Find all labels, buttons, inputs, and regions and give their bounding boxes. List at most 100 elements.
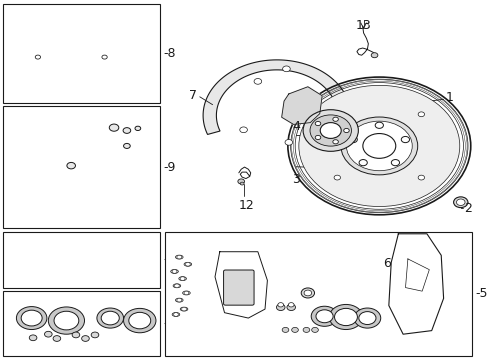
Circle shape — [285, 139, 292, 145]
Circle shape — [358, 312, 375, 324]
Polygon shape — [90, 247, 101, 258]
Text: 3: 3 — [291, 173, 299, 186]
Circle shape — [291, 327, 298, 332]
Polygon shape — [83, 158, 102, 176]
Ellipse shape — [173, 284, 181, 288]
Circle shape — [109, 124, 119, 131]
Circle shape — [301, 288, 314, 298]
Polygon shape — [130, 158, 145, 177]
Circle shape — [334, 309, 357, 325]
Text: 4: 4 — [291, 120, 299, 134]
Ellipse shape — [170, 270, 178, 273]
Text: 7: 7 — [189, 89, 197, 102]
Polygon shape — [92, 50, 114, 64]
Polygon shape — [95, 264, 105, 275]
Circle shape — [173, 313, 178, 316]
Polygon shape — [110, 158, 124, 177]
FancyBboxPatch shape — [223, 270, 254, 305]
Circle shape — [128, 312, 150, 329]
Ellipse shape — [172, 312, 180, 316]
Ellipse shape — [175, 298, 183, 302]
Circle shape — [48, 307, 84, 334]
Circle shape — [346, 121, 411, 171]
Circle shape — [332, 140, 338, 144]
Circle shape — [288, 303, 293, 307]
Circle shape — [348, 136, 357, 143]
Circle shape — [328, 305, 362, 329]
Circle shape — [180, 277, 184, 280]
Polygon shape — [388, 234, 443, 334]
Circle shape — [362, 134, 395, 158]
Circle shape — [304, 290, 311, 296]
Circle shape — [282, 66, 290, 72]
Circle shape — [311, 327, 318, 332]
Polygon shape — [20, 125, 34, 145]
Bar — [3, 107, 160, 228]
Circle shape — [17, 307, 47, 329]
Polygon shape — [109, 243, 120, 254]
Circle shape — [44, 331, 52, 337]
Circle shape — [315, 310, 332, 323]
Circle shape — [35, 55, 41, 59]
Circle shape — [240, 182, 244, 185]
Circle shape — [135, 126, 141, 131]
Circle shape — [401, 136, 408, 143]
Circle shape — [53, 336, 61, 341]
Circle shape — [303, 110, 358, 151]
Text: 13: 13 — [355, 19, 371, 32]
Circle shape — [309, 115, 351, 146]
Circle shape — [315, 121, 320, 126]
Polygon shape — [25, 50, 47, 64]
Polygon shape — [20, 157, 34, 177]
Polygon shape — [31, 243, 42, 253]
Polygon shape — [76, 261, 86, 271]
Circle shape — [123, 128, 130, 134]
Circle shape — [237, 179, 244, 184]
Circle shape — [353, 308, 380, 328]
Circle shape — [453, 197, 467, 208]
Circle shape — [67, 162, 75, 169]
Polygon shape — [37, 261, 47, 272]
Circle shape — [370, 53, 377, 58]
Circle shape — [177, 298, 182, 302]
Bar — [3, 232, 160, 288]
Circle shape — [72, 332, 80, 338]
Circle shape — [97, 308, 123, 328]
Circle shape — [183, 291, 188, 295]
Circle shape — [172, 270, 177, 273]
Ellipse shape — [180, 307, 187, 311]
Circle shape — [91, 332, 99, 338]
Text: 1: 1 — [445, 91, 453, 104]
Circle shape — [332, 117, 338, 121]
Polygon shape — [13, 182, 48, 192]
Polygon shape — [57, 125, 76, 143]
Circle shape — [102, 55, 107, 59]
Polygon shape — [40, 158, 59, 176]
Circle shape — [333, 112, 340, 117]
Circle shape — [254, 78, 261, 84]
Circle shape — [282, 327, 288, 332]
Bar — [3, 4, 160, 103]
Text: -5: -5 — [474, 287, 487, 300]
Circle shape — [123, 143, 130, 148]
Polygon shape — [39, 125, 53, 145]
Circle shape — [185, 262, 190, 266]
Text: 2: 2 — [463, 202, 471, 215]
Circle shape — [29, 335, 37, 341]
Circle shape — [455, 199, 464, 206]
Circle shape — [390, 159, 399, 166]
Circle shape — [177, 255, 182, 259]
Polygon shape — [71, 243, 81, 254]
Polygon shape — [281, 87, 322, 125]
Circle shape — [239, 127, 247, 133]
Polygon shape — [215, 252, 267, 318]
Bar — [3, 291, 160, 356]
Polygon shape — [11, 342, 47, 351]
Ellipse shape — [183, 262, 191, 266]
Circle shape — [174, 284, 179, 288]
Polygon shape — [19, 265, 29, 276]
Circle shape — [101, 311, 119, 325]
Bar — [164, 232, 471, 356]
Polygon shape — [82, 125, 102, 142]
Circle shape — [417, 175, 424, 180]
